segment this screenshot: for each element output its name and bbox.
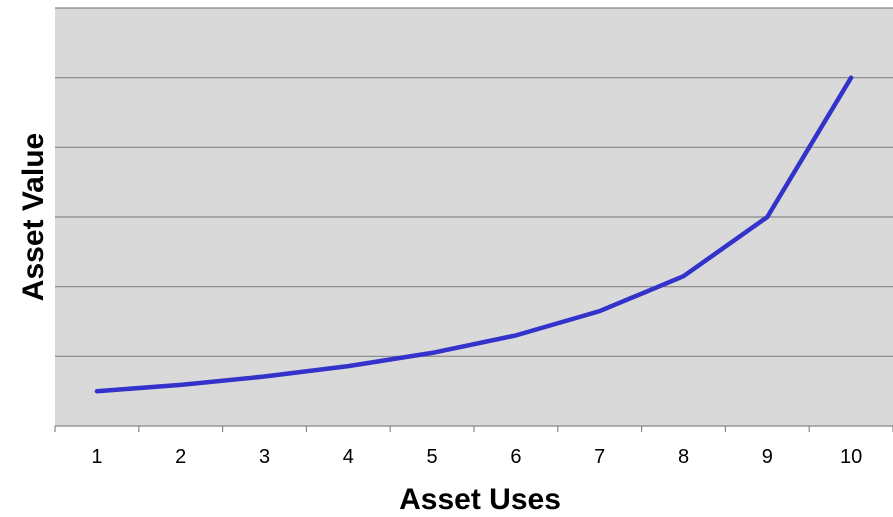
x-tick-label: 4 xyxy=(343,446,354,468)
x-tick-label: 3 xyxy=(259,446,270,468)
x-tick-label: 6 xyxy=(510,446,521,468)
x-tick-label: 5 xyxy=(427,446,438,468)
x-tick-labels: 1 2 3 4 5 6 7 8 9 10 xyxy=(91,446,862,468)
x-tick-label: 10 xyxy=(840,446,862,468)
x-tick-label: 1 xyxy=(91,446,102,468)
series-line xyxy=(94,75,854,394)
x-tick-label: 9 xyxy=(762,446,773,468)
x-tick-label: 2 xyxy=(175,446,186,468)
series-layer xyxy=(94,75,854,394)
x-axis-title: Asset Uses xyxy=(399,483,561,516)
x-tick-label: 8 xyxy=(678,446,689,468)
y-axis-title: Asset Value xyxy=(17,133,50,301)
gridlines xyxy=(55,7,893,357)
axes xyxy=(54,425,893,432)
x-tick-label: 7 xyxy=(594,446,605,468)
